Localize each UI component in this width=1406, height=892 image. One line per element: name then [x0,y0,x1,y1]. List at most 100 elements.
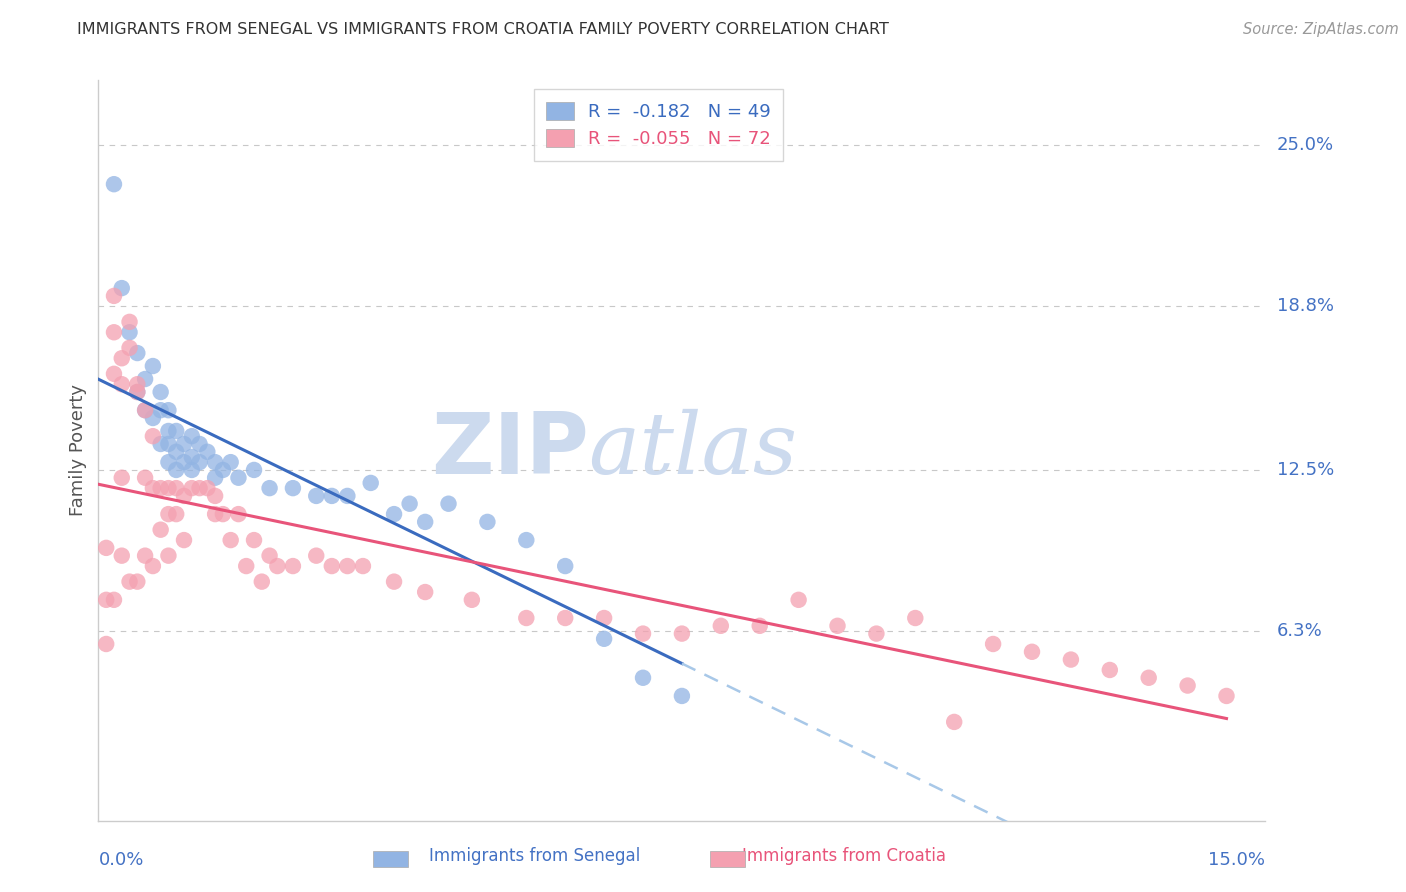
Point [142,481,165,495]
Point [204,471,226,485]
Point [188,455,211,469]
Point [157,549,180,563]
Text: 12.5%: 12.5% [1277,461,1334,479]
Point [1060,652,1083,666]
Text: 0.0%: 0.0% [98,851,143,869]
Point [266,559,288,574]
Point [103,592,125,607]
Point [321,559,343,574]
Point [204,455,226,469]
Point [180,429,202,443]
Point [943,714,966,729]
Point [305,549,328,563]
Point [631,671,654,685]
Point [228,507,250,521]
Point [360,475,382,490]
Point [1137,671,1160,685]
Point [477,515,499,529]
Point [180,463,202,477]
Point [173,437,195,451]
Point [118,574,141,589]
Point [204,489,226,503]
Point [173,533,195,547]
Point [134,372,156,386]
Point [382,574,405,589]
Point [336,489,359,503]
Text: atlas: atlas [589,409,797,491]
Point [134,403,156,417]
Point [787,592,810,607]
Point [382,507,405,521]
Point [103,289,125,303]
Point [981,637,1004,651]
Point [134,403,156,417]
Point [134,471,156,485]
Point [219,455,242,469]
Point [243,533,266,547]
Point [149,481,172,495]
Point [165,444,187,458]
Point [212,507,235,521]
Text: Source: ZipAtlas.com: Source: ZipAtlas.com [1243,22,1399,37]
Point [103,177,125,191]
Y-axis label: Family Poverty: Family Poverty [69,384,87,516]
Point [413,515,436,529]
Point [165,463,187,477]
Point [515,611,537,625]
Point [157,424,180,438]
Point [748,619,770,633]
Point [865,626,887,640]
Point [1021,645,1043,659]
Point [96,592,118,607]
Point [398,497,420,511]
Point [827,619,849,633]
Point [281,481,304,495]
Point [127,384,149,399]
Point [149,384,172,399]
Point [515,533,537,547]
Point [180,450,202,464]
Point [111,549,134,563]
Point [149,437,172,451]
Point [259,549,281,563]
Point [413,585,436,599]
Point [157,455,180,469]
Point [103,367,125,381]
Point [111,471,134,485]
Point [188,481,211,495]
Point [305,489,328,503]
Point [96,637,118,651]
Point [352,559,374,574]
Point [165,481,187,495]
Point [149,523,172,537]
Point [173,489,195,503]
Point [157,507,180,521]
Point [195,481,218,495]
Point [259,481,281,495]
Point [671,626,693,640]
Point [157,481,180,495]
Point [173,455,195,469]
Point [142,411,165,425]
Point [165,507,187,521]
Text: 15.0%: 15.0% [1208,851,1265,869]
Point [219,533,242,547]
Point [157,403,180,417]
Point [149,403,172,417]
Point [118,341,141,355]
Point [142,359,165,373]
Point [165,424,187,438]
Point [142,559,165,574]
Point [321,489,343,503]
Point [212,463,235,477]
Point [111,377,134,392]
Text: 25.0%: 25.0% [1277,136,1334,154]
Point [461,592,484,607]
Point [111,281,134,295]
Point [127,384,149,399]
Point [118,315,141,329]
Text: 18.8%: 18.8% [1277,297,1333,315]
Point [1177,679,1199,693]
Point [157,437,180,451]
Point [127,377,149,392]
